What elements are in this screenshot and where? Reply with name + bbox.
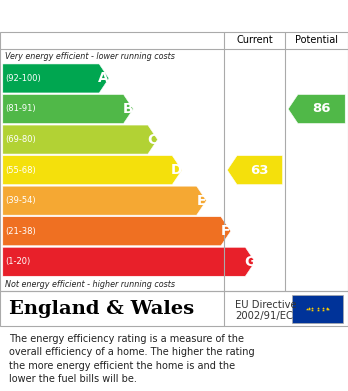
Text: Potential: Potential [295, 36, 338, 45]
Polygon shape [288, 95, 345, 124]
Polygon shape [3, 247, 255, 276]
Text: 63: 63 [251, 163, 269, 177]
Text: Very energy efficient - lower running costs: Very energy efficient - lower running co… [5, 52, 175, 61]
Text: (69-80): (69-80) [5, 135, 36, 144]
Text: Not energy efficient - higher running costs: Not energy efficient - higher running co… [5, 280, 175, 289]
Polygon shape [3, 186, 206, 215]
Text: (55-68): (55-68) [5, 166, 36, 175]
Text: D: D [171, 163, 182, 177]
Text: (92-100): (92-100) [5, 74, 41, 83]
Text: G: G [244, 255, 255, 269]
Text: E: E [196, 194, 206, 208]
Text: Current: Current [237, 36, 273, 45]
Polygon shape [3, 156, 182, 185]
Text: B: B [122, 102, 133, 116]
Polygon shape [227, 156, 283, 185]
Text: (39-54): (39-54) [5, 196, 36, 205]
Text: F: F [221, 224, 230, 238]
Text: England & Wales: England & Wales [9, 300, 194, 318]
Text: (21-38): (21-38) [5, 227, 36, 236]
Bar [292, 295, 343, 323]
Text: 86: 86 [312, 102, 331, 115]
Polygon shape [3, 125, 158, 154]
Text: (81-91): (81-91) [5, 104, 36, 113]
Polygon shape [3, 64, 109, 93]
Text: Energy Efficiency Rating: Energy Efficiency Rating [9, 9, 230, 24]
Text: The energy efficiency rating is a measure of the
overall efficiency of a home. T: The energy efficiency rating is a measur… [9, 334, 254, 384]
Text: 2002/91/EC: 2002/91/EC [235, 311, 293, 321]
Text: EU Directive: EU Directive [235, 300, 296, 310]
Polygon shape [3, 95, 133, 124]
Text: C: C [147, 133, 157, 147]
Text: (1-20): (1-20) [5, 257, 31, 266]
Polygon shape [3, 217, 231, 246]
Text: A: A [98, 72, 109, 86]
